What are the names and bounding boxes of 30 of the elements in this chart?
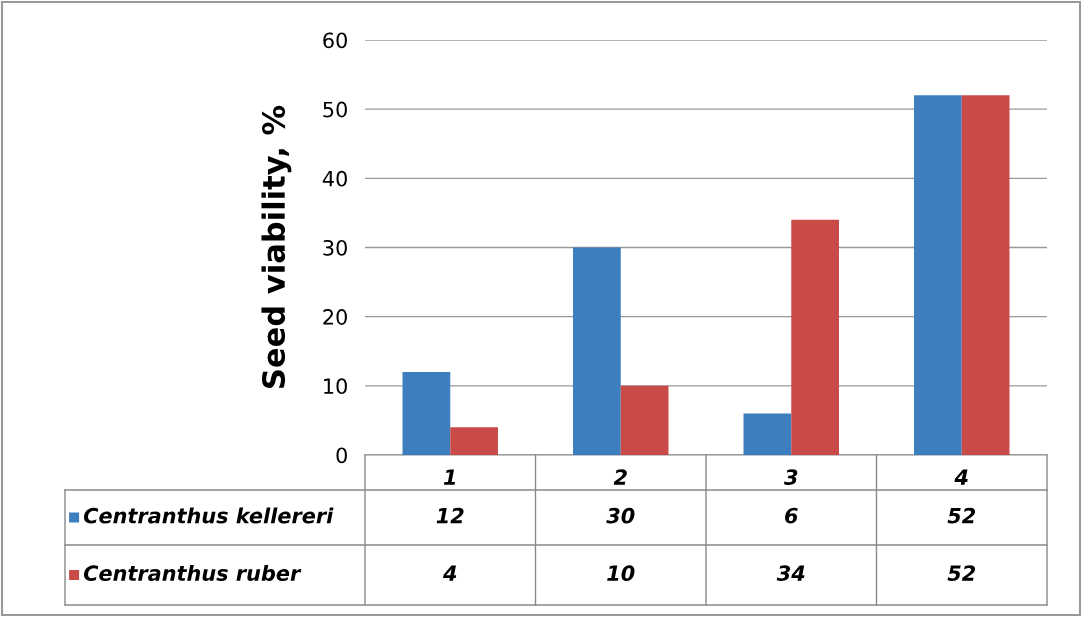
x-tick-label: 4: [954, 469, 968, 485]
y-tick-label: 60: [323, 32, 347, 49]
y-axis-title: Seed viability, %: [261, 105, 292, 388]
data-label: 34: [776, 565, 805, 582]
x-tick-label: 1: [443, 469, 456, 485]
legend-label: Centranthus ruber: [83, 564, 302, 582]
x-tick-label: 3: [784, 469, 798, 486]
x-tick-label: 2: [613, 469, 627, 485]
data-label: 52: [947, 507, 976, 524]
data-label: 30: [606, 507, 635, 524]
data-label: 52: [947, 565, 976, 582]
bar: [450, 427, 498, 455]
data-label: 12: [436, 507, 464, 524]
bar: [573, 247, 621, 455]
bar: [620, 385, 669, 455]
data-label: 10: [607, 565, 635, 582]
y-tick-label: 10: [324, 378, 347, 395]
bar: [743, 413, 792, 455]
legend-label: Centranthus kellereri: [83, 507, 334, 524]
y-tick-label: 50: [323, 101, 347, 118]
bar: [791, 219, 839, 455]
bar: [914, 95, 962, 455]
y-tick-label: 20: [323, 309, 347, 325]
y-tick-label: 40: [322, 170, 347, 187]
data-label: 4: [442, 565, 457, 581]
bar: [961, 95, 1010, 455]
y-tick-label: 30: [323, 239, 347, 256]
bar: [402, 372, 451, 455]
y-tick-label: 0: [336, 447, 347, 464]
data-label: 6: [785, 507, 798, 524]
